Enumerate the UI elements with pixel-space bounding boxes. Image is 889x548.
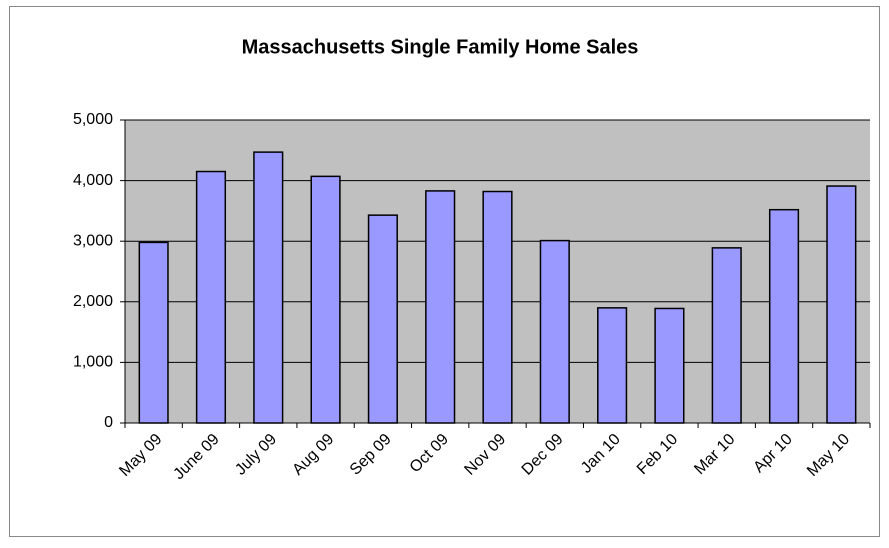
bar — [597, 307, 628, 424]
bar — [711, 247, 742, 424]
y-tick-label: 2,000 — [73, 293, 113, 310]
bar — [195, 170, 227, 424]
y-tick-label: 0 — [104, 414, 113, 431]
bar — [310, 175, 341, 424]
bar — [539, 239, 570, 424]
bar — [367, 214, 398, 424]
bar — [425, 190, 456, 424]
y-tick-label: 1,000 — [73, 354, 113, 371]
chart-title: Massachusetts Single Family Home Sales — [242, 36, 639, 58]
y-tick-label: 4,000 — [73, 172, 113, 189]
bar — [826, 185, 857, 424]
bar — [253, 151, 284, 424]
bar — [138, 241, 169, 424]
bar — [654, 307, 685, 424]
y-tick-label: 5,000 — [73, 111, 113, 128]
y-tick-label: 3,000 — [73, 232, 113, 249]
bar — [482, 190, 513, 424]
bar — [768, 208, 800, 424]
